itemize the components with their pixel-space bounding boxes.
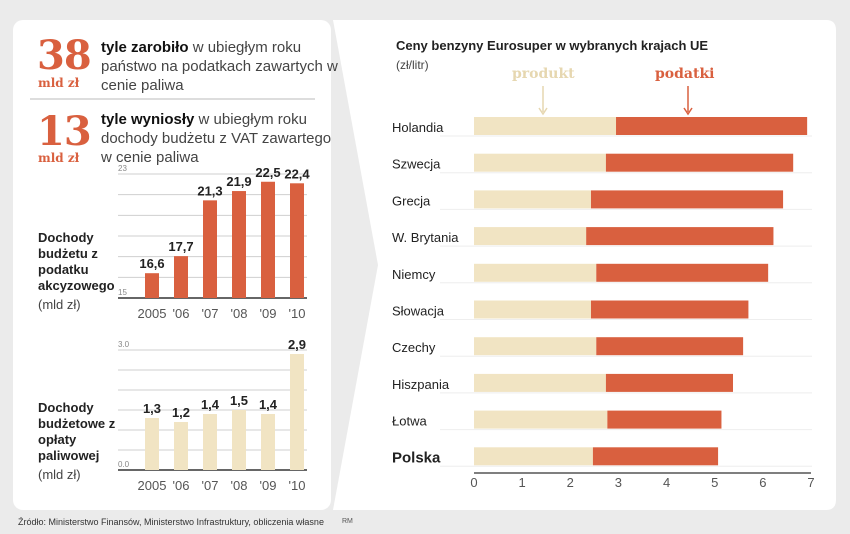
data-label: 1,2 <box>172 405 190 420</box>
data-label: 2,9 <box>288 337 306 352</box>
bar-tax <box>616 117 808 135</box>
x-tick-label: 6 <box>759 475 766 490</box>
x-tick-label: 5 <box>711 475 718 490</box>
bar <box>232 410 246 470</box>
x-tick-label: '08 <box>231 478 248 493</box>
bar-tax <box>590 190 784 209</box>
country-label: Holandia <box>392 120 444 135</box>
data-label: 1,4 <box>259 397 278 412</box>
country-label: Niemcy <box>392 267 436 282</box>
x-tick-label: 1 <box>519 475 526 490</box>
excise-chart-label: Dochody budżetu z podatku akcyzowego (mld… <box>38 230 115 312</box>
price-chart-title: Ceny benzyny Eurosuper w wybranych kraja… <box>396 38 709 53</box>
x-tick-label: '06 <box>173 478 190 493</box>
country-label: Hiszpania <box>392 377 450 392</box>
y-tick-label: 0.0 <box>118 460 130 469</box>
x-tick-label: '08 <box>231 306 248 321</box>
x-tick-label: 2005 <box>138 306 167 321</box>
bar <box>290 354 304 470</box>
stat-2-value: 13 <box>37 108 92 155</box>
bar <box>145 273 159 298</box>
x-tick-label: 3 <box>615 475 622 490</box>
bar-tax <box>605 373 734 392</box>
bar <box>145 418 159 470</box>
bar-product <box>474 117 617 135</box>
bar <box>261 181 275 298</box>
x-tick-label: 2 <box>567 475 574 490</box>
bar-product <box>474 263 597 282</box>
data-label: 1,3 <box>143 401 161 416</box>
bar-product <box>474 337 597 356</box>
tax-arrow-icon <box>683 107 693 116</box>
data-label: 16,6 <box>139 256 164 271</box>
y-tick-label: 15 <box>118 288 127 297</box>
bar <box>232 191 246 298</box>
bar-tax <box>586 227 774 246</box>
legend-tax: podatki <box>655 66 715 82</box>
country-label: Polska <box>392 449 441 466</box>
bar-tax <box>592 447 719 466</box>
bar <box>261 414 275 470</box>
x-tick-label: '09 <box>260 478 277 493</box>
credit: RM <box>342 518 353 525</box>
bar <box>174 256 188 298</box>
bar-product <box>474 190 591 209</box>
country-label: W. Brytania <box>392 230 459 245</box>
bar-tax <box>596 263 769 282</box>
bar-tax <box>607 410 722 429</box>
x-tick-label: 2005 <box>138 478 167 493</box>
data-label: 1,4 <box>201 397 220 412</box>
x-tick-label: '10 <box>289 306 306 321</box>
x-tick-label: '10 <box>289 478 306 493</box>
bar-tax <box>590 300 749 319</box>
stat-1-text: tyle zarobiło w ubiegłym roku państwo na… <box>101 39 338 94</box>
x-tick-label: '06 <box>173 306 190 321</box>
country-label: Łotwa <box>392 414 427 429</box>
x-tick-label: '07 <box>202 478 219 493</box>
country-label: Słowacja <box>392 304 445 319</box>
bar <box>174 422 188 470</box>
divider <box>30 98 315 100</box>
data-label: 21,3 <box>197 183 222 198</box>
data-label: 17,7 <box>168 239 193 254</box>
data-label: 22,4 <box>284 166 310 181</box>
y-tick-label: 3.0 <box>118 340 130 349</box>
stat-2-text: tyle wyniosły w ubiegłym roku dochody bu… <box>101 111 332 166</box>
country-label: Grecja <box>392 193 431 208</box>
left-panel <box>13 20 331 510</box>
bar-product <box>474 227 587 246</box>
stat-2-unit: mld zł <box>38 151 80 165</box>
data-label: 21,9 <box>226 174 251 189</box>
bar-product <box>474 153 606 172</box>
bar-product <box>474 447 593 466</box>
fuel-fee-chart-label: Dochody budżetowe z opłaty paliwowej (mld… <box>38 400 116 482</box>
bar <box>203 200 217 298</box>
bar-tax <box>605 153 794 172</box>
data-label: 22,5 <box>255 165 280 180</box>
country-label: Szwecja <box>392 157 441 172</box>
x-tick-label: '09 <box>260 306 277 321</box>
stat-1-value: 38 <box>37 32 92 79</box>
price-chart-unit: (zł/litr) <box>396 58 429 72</box>
bar-tax <box>596 337 744 356</box>
data-label: 1,5 <box>230 393 248 408</box>
x-tick-label: 7 <box>807 475 814 490</box>
y-tick-label: 23 <box>118 164 127 173</box>
bar-product <box>474 373 606 392</box>
x-tick-label: 0 <box>470 475 477 490</box>
bar-product <box>474 410 608 429</box>
source-note: Źródło: Ministerstwo Finansów, Ministers… <box>18 517 324 527</box>
bar <box>290 183 304 298</box>
legend-product: produkt <box>512 66 575 82</box>
x-tick-label: 4 <box>663 475 670 490</box>
bar <box>203 414 217 470</box>
stat-1-unit: mld zł <box>38 76 80 90</box>
product-arrow-icon <box>538 107 548 116</box>
bar-product <box>474 300 591 319</box>
country-label: Czechy <box>392 340 436 355</box>
x-tick-label: '07 <box>202 306 219 321</box>
